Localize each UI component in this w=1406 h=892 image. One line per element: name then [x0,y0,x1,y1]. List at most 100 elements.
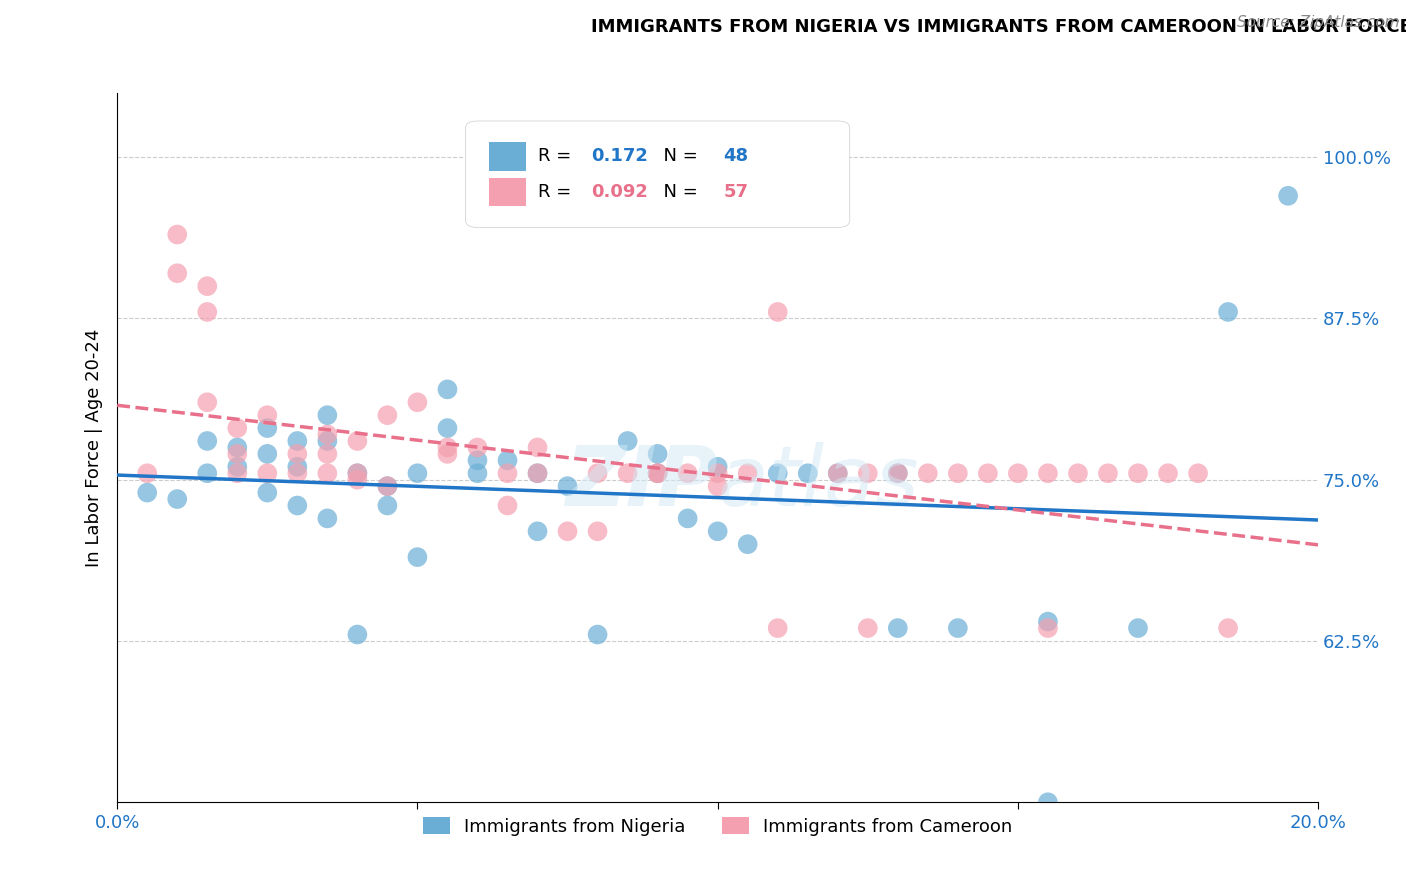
Point [136,485,159,500]
Point [917,467,939,481]
Point [316,511,339,525]
Point [557,524,579,539]
Point [676,467,699,481]
Point [436,383,458,397]
Point [706,479,728,493]
Text: atlas: atlas [717,442,920,524]
Point [406,467,429,481]
Point [256,447,278,461]
Point [526,524,548,539]
Point [1007,467,1029,481]
Point [526,467,548,481]
Point [195,305,218,319]
Point [586,627,609,641]
Point [467,441,489,455]
Point [887,467,910,481]
Bar [489,178,526,206]
Point [526,467,548,481]
Point [1036,795,1059,809]
Point [316,427,339,442]
Point [977,467,1000,481]
Point [586,524,609,539]
Point [1036,621,1059,635]
Point [526,441,548,455]
Point [256,485,278,500]
Point [226,467,249,481]
Point [346,473,368,487]
FancyBboxPatch shape [465,121,849,227]
Point [827,467,849,481]
Text: N =: N = [651,147,703,166]
Point [1097,467,1119,481]
Point [285,459,308,474]
Point [496,453,519,467]
Point [586,467,609,481]
Point [827,467,849,481]
Point [856,621,879,635]
Text: 48: 48 [724,147,749,166]
Point [1277,189,1299,203]
Point [377,408,399,422]
Point [436,421,458,435]
Point [1187,467,1209,481]
Point [647,467,669,481]
Point [316,408,339,422]
Point [1216,305,1239,319]
Point [946,467,969,481]
Point [346,467,368,481]
Point [195,395,218,409]
Point [766,467,789,481]
Text: 0.092: 0.092 [592,183,648,201]
Point [467,467,489,481]
Point [377,499,399,513]
Point [1067,467,1090,481]
Point [647,467,669,481]
Point [1036,615,1059,629]
Point [316,434,339,448]
Point [766,305,789,319]
Point [706,459,728,474]
Point [796,467,818,481]
Point [467,453,489,467]
Point [285,467,308,481]
Text: N =: N = [651,183,703,201]
Point [195,434,218,448]
Point [647,467,669,481]
Point [436,441,458,455]
Point [557,479,579,493]
Point [766,621,789,635]
Point [737,537,759,551]
Bar [489,143,526,170]
Point [1216,621,1239,635]
Point [285,434,308,448]
Text: 57: 57 [724,183,748,201]
Point [616,467,638,481]
Point [1126,467,1149,481]
Point [285,499,308,513]
Point [285,447,308,461]
Point [346,467,368,481]
Point [256,421,278,435]
Point [887,621,910,635]
Point [496,467,519,481]
Point [226,459,249,474]
Point [496,499,519,513]
Point [346,434,368,448]
Point [136,467,159,481]
Point [1036,467,1059,481]
Point [737,467,759,481]
Point [377,479,399,493]
Point [316,467,339,481]
Point [256,467,278,481]
Point [226,421,249,435]
Text: Source: ZipAtlas.com: Source: ZipAtlas.com [1237,15,1400,29]
Point [226,441,249,455]
Point [406,550,429,565]
Point [166,266,188,280]
Point [616,434,638,448]
Point [856,467,879,481]
Point [316,447,339,461]
Point [676,511,699,525]
Point [226,447,249,461]
Legend: Immigrants from Nigeria, Immigrants from Cameroon: Immigrants from Nigeria, Immigrants from… [416,810,1019,843]
